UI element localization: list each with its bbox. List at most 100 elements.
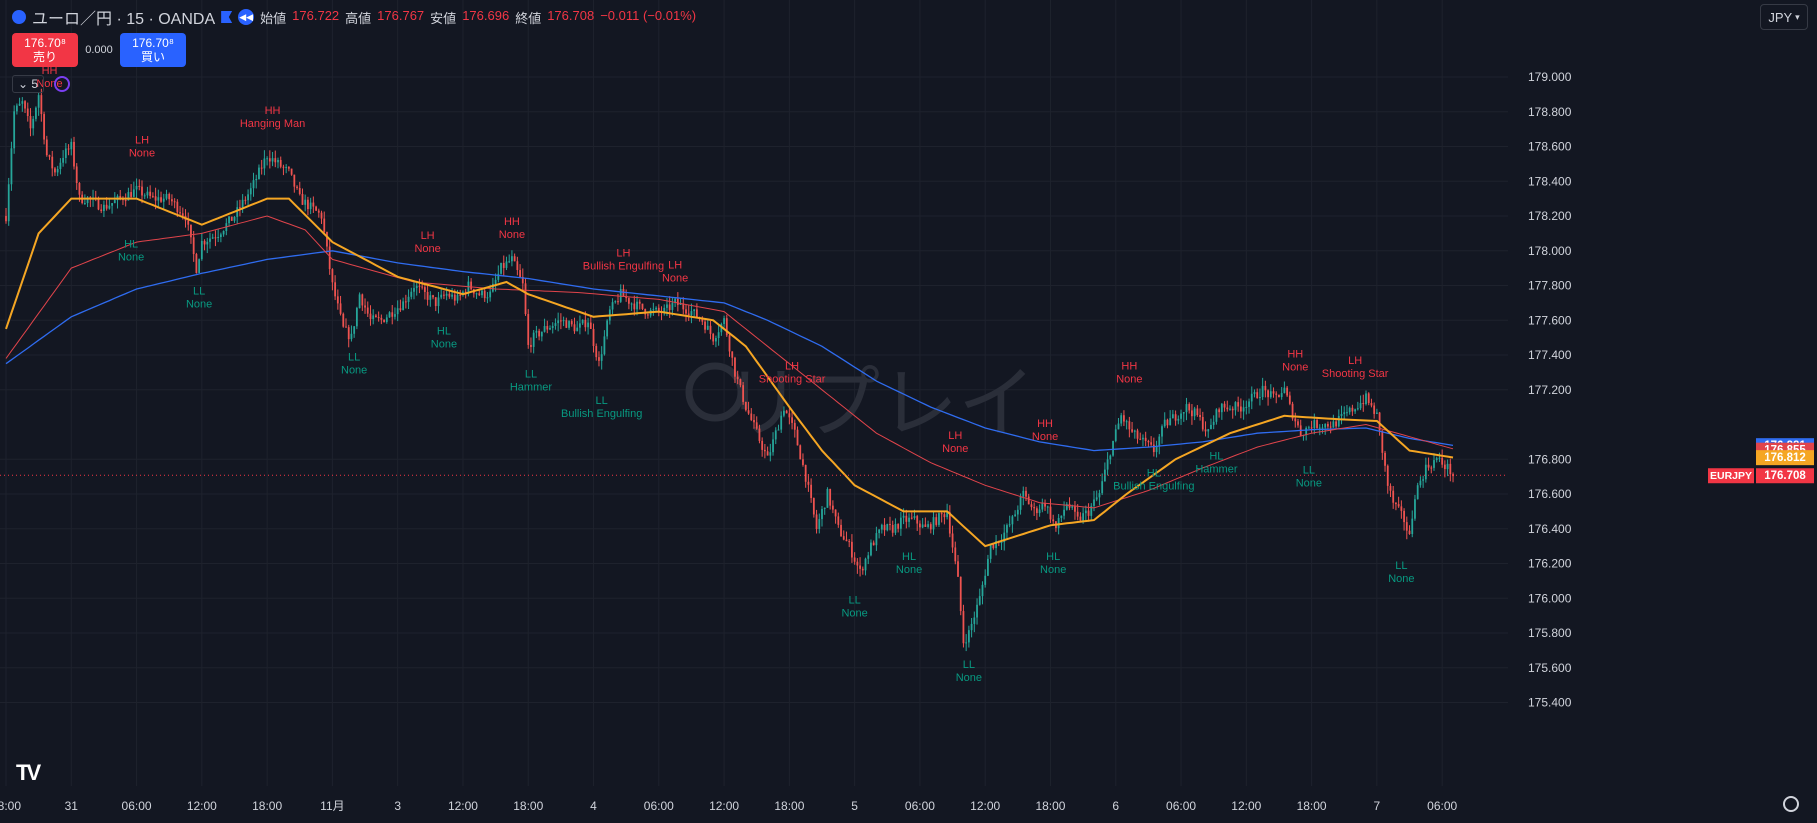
- candle: [287, 166, 290, 172]
- candle: [761, 437, 764, 457]
- candle: [1220, 402, 1223, 420]
- candle: [1316, 418, 1318, 430]
- candle: [1011, 515, 1014, 533]
- candle: [932, 511, 935, 535]
- candle: [143, 193, 146, 199]
- candle: [1267, 389, 1269, 406]
- swing-label: LH: [785, 360, 799, 372]
- swing-label: None: [341, 364, 367, 376]
- candle: [1427, 457, 1430, 471]
- candle: [916, 514, 919, 531]
- buy-button[interactable]: 176.70⁸ 買い: [120, 33, 186, 67]
- candle: [772, 432, 774, 456]
- candle: [353, 326, 356, 338]
- buy-price: 176.70⁸: [132, 36, 174, 50]
- tradingview-logo-icon[interactable]: TV: [16, 760, 41, 785]
- candle: [394, 307, 396, 320]
- candle: [766, 446, 769, 456]
- candle: [728, 333, 731, 357]
- candle: [1016, 505, 1019, 521]
- candle: [59, 158, 62, 175]
- candle: [821, 506, 823, 527]
- candle: [1207, 428, 1210, 438]
- currency-button[interactable]: JPY ▾: [1760, 4, 1808, 30]
- swing-label: None: [186, 298, 212, 310]
- candle: [581, 319, 584, 325]
- candle: [64, 142, 67, 164]
- swing-label: HL: [1046, 551, 1060, 563]
- candle: [56, 165, 59, 177]
- candle: [1389, 483, 1392, 498]
- candle: [954, 541, 957, 565]
- candle: [1359, 395, 1362, 411]
- candle: [304, 194, 307, 212]
- candle: [638, 299, 641, 310]
- candle: [630, 302, 633, 311]
- sync-icon[interactable]: [54, 76, 71, 92]
- candle: [1033, 502, 1036, 516]
- swing-label: LL: [1395, 560, 1407, 572]
- candle: [758, 424, 761, 444]
- candle: [309, 197, 312, 215]
- candle: [1030, 501, 1033, 511]
- swing-label: None: [129, 148, 155, 160]
- swing-label: HH: [42, 65, 58, 77]
- candle: [13, 105, 16, 154]
- y-tick-label: 177.200: [1528, 383, 1572, 397]
- candle: [15, 103, 18, 115]
- ohlc-values: 始値 176.722 高値 176.767 安値 176.696 終値 176.708 …: [260, 8, 696, 27]
- candle: [111, 203, 113, 214]
- candle: [268, 150, 271, 169]
- candle: [421, 280, 424, 290]
- candle: [255, 174, 258, 189]
- sell-button[interactable]: 176.70⁸ 売り: [12, 33, 78, 67]
- candle: [927, 520, 929, 529]
- candle: [1291, 401, 1294, 421]
- bookmark-flag-icon[interactable]: [221, 11, 233, 23]
- candle: [1438, 452, 1441, 463]
- candle: [339, 295, 342, 316]
- x-tick-label: 18:00: [513, 799, 543, 813]
- candle: [1158, 433, 1161, 455]
- candle: [845, 531, 848, 542]
- candle: [532, 329, 535, 354]
- candle: [1074, 500, 1076, 520]
- candle: [486, 292, 489, 304]
- gear-icon[interactable]: [1783, 796, 1799, 812]
- swing-label: HH: [1121, 360, 1137, 372]
- candle: [1307, 425, 1310, 429]
- y-tick-label: 178.000: [1528, 244, 1572, 258]
- symbol-title[interactable]: ユーロ／円 · 15 · OANDA: [32, 11, 216, 28]
- candle: [1297, 419, 1299, 428]
- candle: [508, 254, 511, 264]
- candle: [146, 186, 149, 199]
- candle: [1242, 400, 1245, 420]
- time-axis: 18:00 31 06:00 12:00 18:00 11月 3 12:00 18:00 4 06:…: [0, 786, 1509, 823]
- candle: [1191, 404, 1193, 425]
- candle: [399, 299, 402, 312]
- y-tick-label: 178.600: [1528, 140, 1572, 154]
- swing-label: LL: [1303, 464, 1315, 476]
- candle: [823, 507, 826, 515]
- swing-label: HL: [902, 551, 916, 563]
- candle: [1215, 408, 1218, 425]
- candle: [26, 102, 29, 122]
- swing-label: None: [841, 608, 867, 620]
- candle: [342, 312, 345, 328]
- x-tick-label: 12:00: [187, 799, 217, 813]
- candle: [780, 411, 783, 433]
- candle: [603, 330, 606, 356]
- candle: [935, 513, 938, 527]
- indicator-toggle-button[interactable]: ⌄ 5: [12, 75, 45, 93]
- x-tick-label: 6: [1112, 799, 1119, 813]
- x-tick-label: 18:00: [774, 799, 804, 813]
- candle: [1218, 407, 1221, 418]
- candle: [407, 289, 410, 310]
- candle: [1166, 418, 1169, 429]
- x-tick-label: 06:00: [905, 799, 935, 813]
- candle: [1275, 391, 1278, 404]
- replay-rewind-icon[interactable]: ◀◀: [238, 9, 255, 25]
- candle: [1386, 464, 1389, 494]
- swing-label: None: [118, 251, 144, 263]
